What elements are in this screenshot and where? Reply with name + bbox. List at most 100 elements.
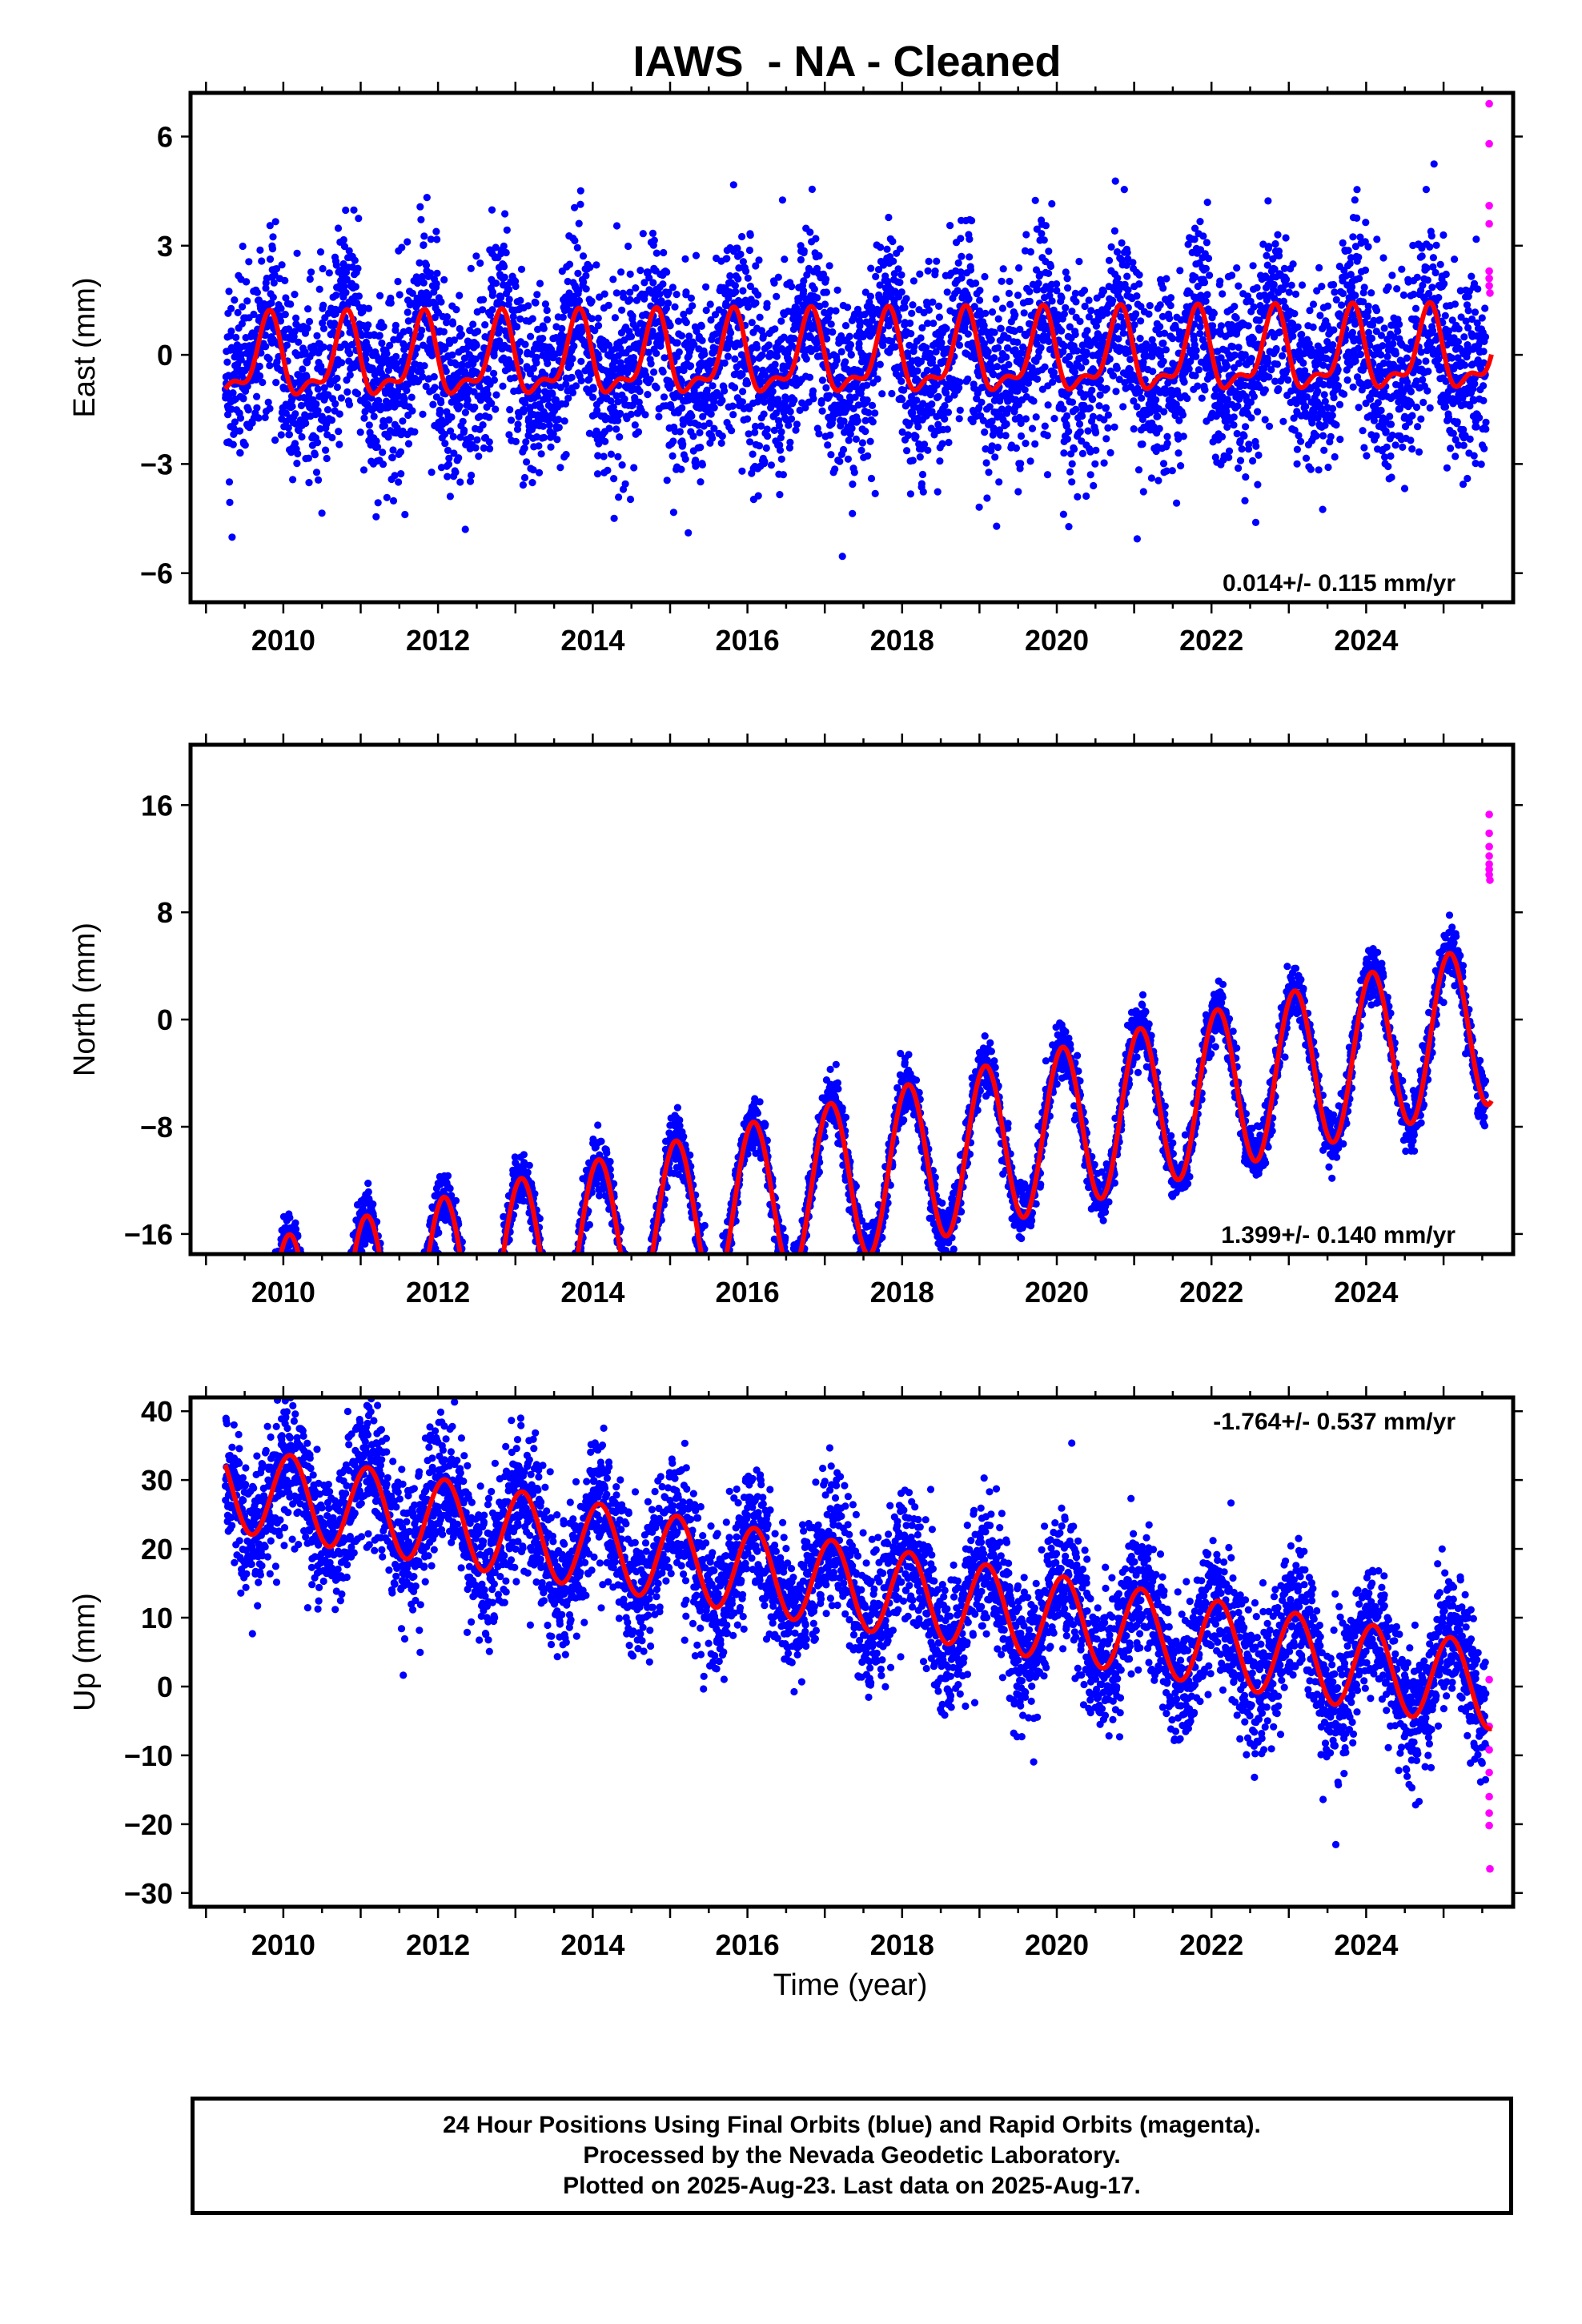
final-orbit-point — [972, 279, 980, 287]
final-orbit-point — [631, 421, 639, 429]
final-orbit-point — [571, 236, 579, 245]
final-orbit-point — [239, 242, 247, 251]
final-orbit-point — [797, 255, 805, 263]
final-orbit-point — [1270, 280, 1278, 288]
final-orbit-point — [527, 332, 535, 340]
final-orbit-point — [689, 302, 697, 310]
final-orbit-point — [256, 246, 264, 254]
final-orbit-point — [544, 360, 552, 368]
final-orbit-point — [335, 428, 343, 436]
final-orbit-point — [1063, 435, 1071, 443]
final-orbit-point — [396, 291, 404, 299]
final-orbit-point — [1076, 428, 1084, 436]
final-orbit-point — [718, 432, 726, 440]
final-orbit-point — [505, 296, 513, 304]
final-orbit-point — [528, 479, 536, 487]
final-orbit-point — [1323, 302, 1332, 310]
final-orbit-point — [1022, 415, 1030, 423]
final-orbit-point — [635, 378, 643, 386]
final-orbit-point — [652, 384, 661, 392]
final-orbit-point — [1149, 368, 1157, 376]
final-orbit-point — [677, 465, 685, 473]
final-orbit-point — [601, 437, 609, 445]
final-orbit-point — [1287, 281, 1295, 289]
final-orbit-point — [866, 437, 874, 445]
final-orbit-point — [652, 349, 661, 357]
final-orbit-point — [400, 340, 408, 348]
final-orbit-point — [1274, 231, 1282, 239]
final-orbit-point — [919, 488, 927, 496]
final-orbit-point — [869, 418, 877, 426]
final-orbit-point — [537, 450, 545, 458]
final-orbit-point — [416, 259, 424, 267]
final-orbit-point — [1111, 177, 1119, 185]
final-orbit-point — [1159, 460, 1168, 468]
final-orbit-point — [485, 413, 493, 421]
final-orbit-point — [496, 337, 504, 345]
final-orbit-point — [627, 332, 636, 340]
final-orbit-point — [480, 444, 488, 452]
final-orbit-point — [313, 439, 322, 447]
final-orbit-point — [512, 282, 520, 291]
final-orbit-point — [461, 408, 470, 416]
final-orbit-point — [562, 451, 570, 459]
final-orbit-point — [1254, 408, 1262, 416]
final-orbit-point — [285, 431, 293, 439]
final-orbit-point — [1138, 440, 1146, 448]
final-orbit-point — [652, 249, 661, 257]
final-orbit-point — [446, 493, 455, 501]
final-orbit-point — [788, 283, 796, 291]
final-orbit-point — [1225, 453, 1233, 461]
final-orbit-point — [995, 478, 1003, 486]
final-orbit-point — [1298, 281, 1307, 289]
final-orbit-point — [1132, 310, 1140, 318]
final-orbit-point — [497, 294, 505, 302]
final-orbit-point — [359, 466, 368, 474]
final-orbit-point — [420, 241, 428, 249]
final-orbit-point — [1107, 243, 1115, 251]
final-orbit-point — [825, 392, 833, 400]
final-orbit-point — [753, 344, 761, 352]
final-orbit-point — [669, 452, 677, 460]
east-panel: 2010 2012 2014 2016 2018 2020 2022 2024−6−3036E… — [68, 82, 1523, 657]
final-orbit-point — [1075, 257, 1083, 266]
final-orbit-point — [1092, 428, 1100, 437]
final-orbit-point — [430, 372, 438, 381]
final-orbit-point — [912, 432, 920, 440]
final-orbit-point — [305, 479, 313, 487]
final-orbit-point — [731, 355, 739, 363]
final-orbit-point — [243, 297, 251, 305]
final-orbit-point — [315, 285, 323, 293]
final-orbit-point — [571, 203, 579, 211]
final-orbit-point — [693, 327, 701, 336]
final-orbit-point — [331, 310, 339, 318]
final-orbit-point — [609, 275, 617, 283]
final-orbit-point — [612, 425, 620, 433]
final-orbit-point — [253, 392, 261, 400]
final-orbit-point — [1343, 376, 1351, 384]
final-orbit-point — [379, 448, 387, 456]
final-orbit-point — [473, 436, 481, 444]
final-orbit-point — [417, 215, 425, 223]
final-orbit-point — [696, 428, 704, 436]
final-orbit-point — [1152, 396, 1160, 404]
final-orbit-point — [809, 395, 817, 403]
final-orbit-point — [998, 304, 1006, 312]
final-orbit-point — [785, 421, 793, 429]
final-orbit-point — [1135, 271, 1143, 279]
final-orbit-point — [955, 341, 964, 349]
final-orbit-point — [506, 406, 514, 414]
final-orbit-point — [660, 393, 669, 401]
final-orbit-point — [294, 450, 302, 458]
final-orbit-point — [624, 242, 632, 251]
final-orbit-point — [504, 356, 513, 364]
final-orbit-point — [742, 267, 750, 275]
final-orbit-point — [574, 269, 582, 277]
final-orbit-point — [1060, 310, 1068, 318]
final-orbit-point — [549, 430, 557, 438]
final-orbit-point — [885, 213, 893, 222]
final-orbit-point — [825, 262, 833, 270]
final-orbit-point — [229, 389, 237, 397]
final-orbit-point — [1090, 481, 1098, 490]
final-orbit-point — [575, 286, 583, 294]
